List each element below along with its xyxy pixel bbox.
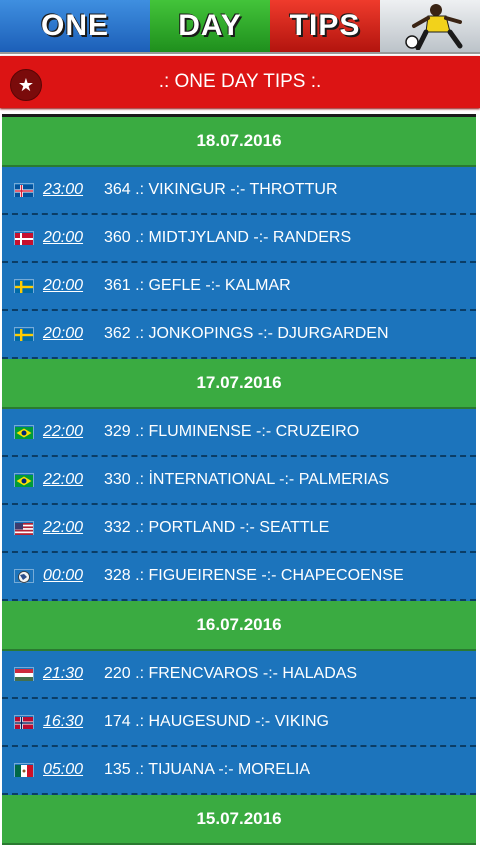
hungary-flag — [14, 667, 34, 681]
match-teams: 360 .: MIDTJYLAND -:- RANDERS — [104, 229, 352, 246]
denmark-flag — [14, 231, 34, 245]
iceland-flag — [14, 183, 34, 197]
app-banner: ONE DAY TIPS — [0, 0, 480, 54]
banner-word-tips: TIPS — [270, 0, 380, 52]
ball-icon — [14, 569, 34, 583]
match-time: 22:00 — [43, 519, 84, 536]
match-time: 22:00 — [43, 471, 84, 488]
match-teams: 362 .: JONKOPINGS -:- DJURGARDEN — [104, 325, 389, 342]
match-row[interactable]: 00:00 328 .: FIGUEIRENSE -:- CHAPECOENSE — [2, 553, 476, 601]
match-time: 05:00 — [43, 761, 84, 778]
brazil-flag — [14, 473, 34, 487]
match-teams: 329 .: FLUMINENSE -:- CRUZEIRO — [104, 423, 360, 440]
banner-image — [380, 0, 480, 52]
match-time: 20:00 — [43, 325, 84, 342]
match-time: 23:00 — [43, 181, 84, 198]
match-time: 21:30 — [43, 665, 84, 682]
title-bar: ★ .: ONE DAY TIPS :. — [0, 56, 480, 108]
norway-flag — [14, 715, 34, 729]
match-teams: 330 .: İNTERNATIONAL -:- PALMERIAS — [104, 471, 390, 488]
match-time: 20:00 — [43, 229, 84, 246]
sweden-flag — [14, 279, 34, 293]
match-row[interactable]: 21:30 220 .: FRENCVAROS -:- HALADAS — [2, 651, 476, 699]
page-title: .: ONE DAY TIPS :. — [158, 71, 322, 92]
date-header: 15.07.2016 — [2, 795, 476, 845]
match-row[interactable]: 22:00 330 .: İNTERNATIONAL -:- PALMERIAS — [2, 457, 476, 505]
match-row[interactable]: 05:00 135 .: TIJUANA -:- MORELIA — [2, 747, 476, 795]
match-row[interactable]: 20:00 360 .: MIDTJYLAND -:- RANDERS — [2, 215, 476, 263]
date-header: 18.07.2016 — [2, 117, 476, 167]
match-time: 20:00 — [43, 277, 84, 294]
match-time: 22:00 — [43, 423, 84, 440]
match-row[interactable]: 22:00 332 .: PORTLAND -:- SEATTLE — [2, 505, 476, 553]
match-row[interactable]: 16:30 174 .: HAUGESUND -:- VIKING — [2, 699, 476, 747]
football-player-icon — [405, 4, 463, 50]
match-teams: 220 .: FRENCVAROS -:- HALADAS — [104, 665, 358, 682]
sweden-flag — [14, 327, 34, 341]
banner-word-one: ONE — [0, 0, 150, 52]
match-time: 00:00 — [43, 567, 84, 584]
banner-word-day: DAY — [150, 0, 270, 52]
favorites-button[interactable]: ★ — [10, 69, 42, 101]
match-teams: 174 .: HAUGESUND -:- VIKING — [104, 713, 329, 730]
match-teams: 364 .: VIKINGUR -:- THROTTUR — [104, 181, 338, 198]
match-row[interactable]: 20:00 362 .: JONKOPINGS -:- DJURGARDEN — [2, 311, 476, 359]
match-teams: 328 .: FIGUEIRENSE -:- CHAPECOENSE — [104, 567, 404, 584]
mexico-flag — [14, 763, 34, 777]
match-row[interactable]: 20:00 361 .: GEFLE -:- KALMAR — [2, 263, 476, 311]
match-row[interactable]: 22:00 329 .: FLUMINENSE -:- CRUZEIRO — [2, 409, 476, 457]
usa-flag — [14, 521, 34, 535]
match-teams: 361 .: GEFLE -:- KALMAR — [104, 277, 291, 294]
date-header: 17.07.2016 — [2, 359, 476, 409]
brazil-flag — [14, 425, 34, 439]
match-row[interactable]: 23:00 364 .: VIKINGUR -:- THROTTUR — [2, 167, 476, 215]
match-time: 16:30 — [43, 713, 84, 730]
tips-list: 18.07.2016 23:00 364 .: VIKINGUR -:- THROT… — [2, 114, 476, 845]
match-teams: 332 .: PORTLAND -:- SEATTLE — [104, 519, 330, 536]
star-icon: ★ — [17, 74, 35, 95]
date-header: 16.07.2016 — [2, 601, 476, 651]
match-teams: 135 .: TIJUANA -:- MORELIA — [104, 761, 310, 778]
